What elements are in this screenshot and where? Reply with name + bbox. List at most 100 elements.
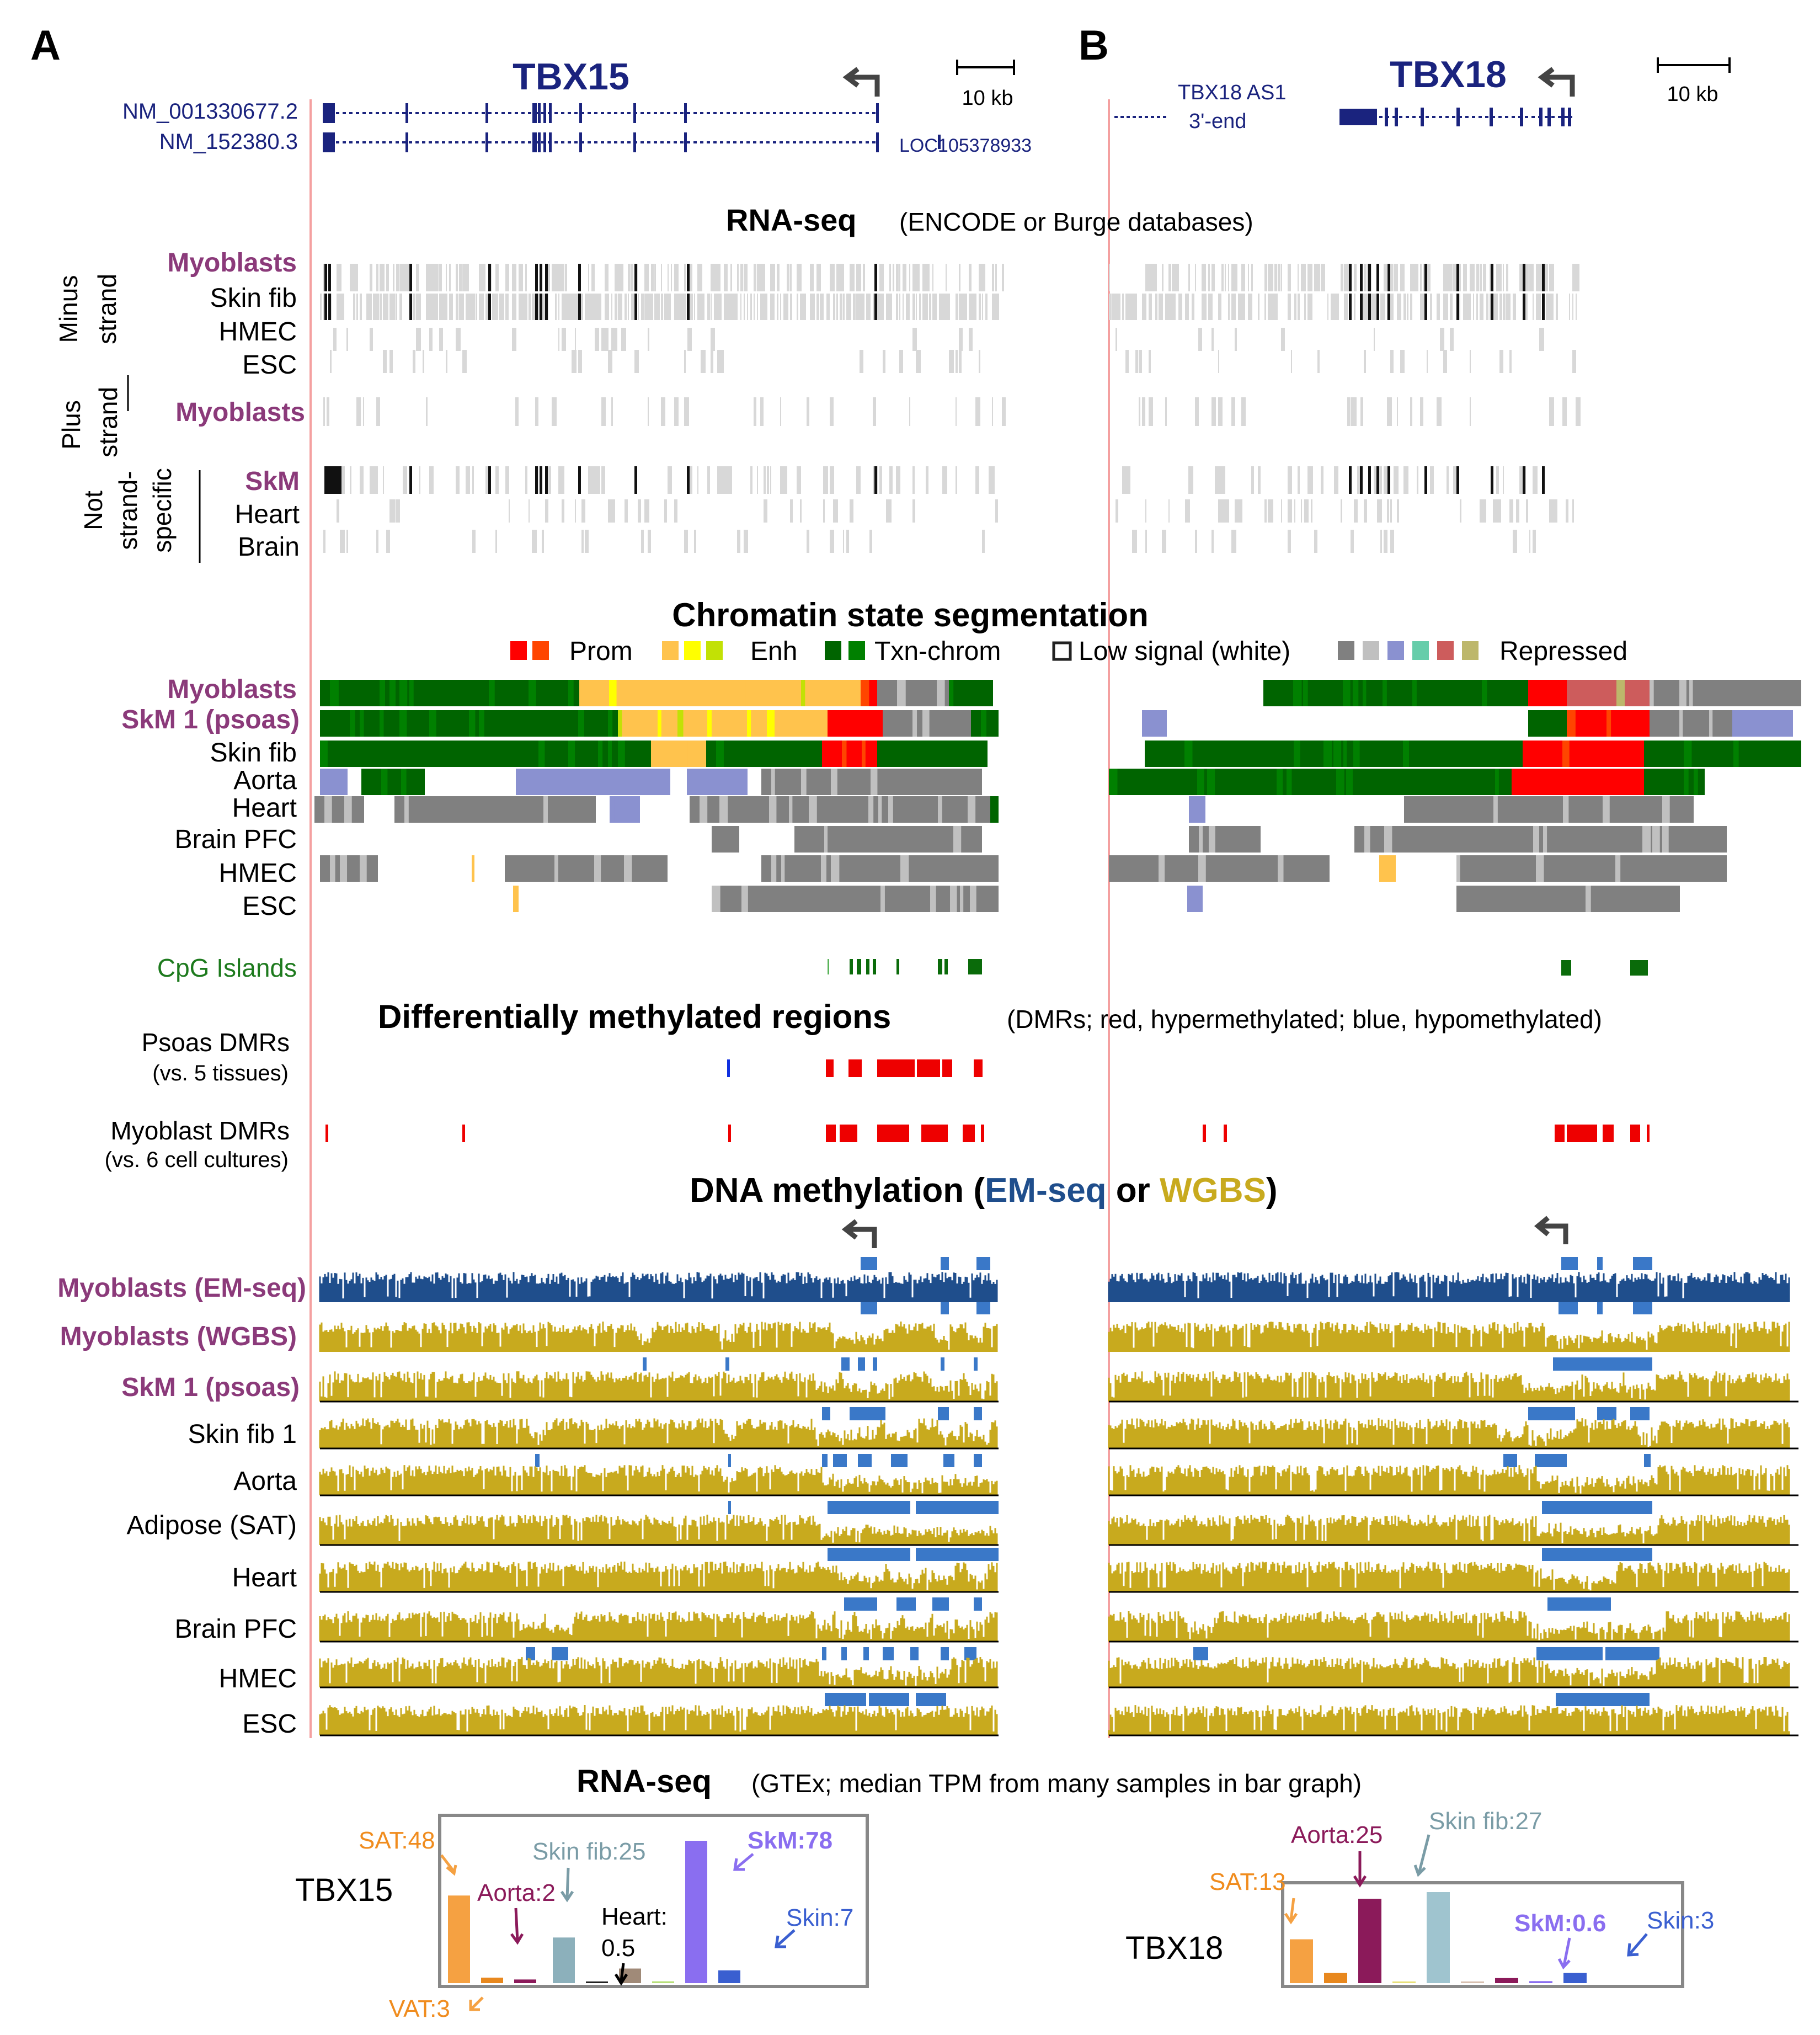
rnaseq-signal-block — [1159, 294, 1162, 320]
chromatin-state-segment — [340, 741, 346, 767]
rnaseq-signal-block — [346, 328, 348, 351]
chromatin-state-segment — [516, 769, 670, 795]
rnaseq-signal-block — [562, 264, 564, 291]
chromatin-state-segment — [747, 710, 751, 737]
rnaseq-signal-block — [320, 294, 322, 320]
rnaseq-signal-block — [1516, 499, 1519, 523]
chromatin-state-segment — [324, 796, 332, 823]
rnaseq-signal-block — [770, 264, 775, 291]
rnaseq-signal-block — [1231, 397, 1235, 426]
rnaseq-signal-block — [720, 294, 722, 320]
chromatin-state-segment — [1433, 741, 1437, 767]
rnaseq-signal-block — [1251, 466, 1254, 494]
chromatin-state-segment — [960, 886, 964, 912]
hypomethylated-block — [822, 1647, 826, 1660]
chromatin-state-segment — [1662, 826, 1669, 853]
rnaseq-signal-block — [1539, 328, 1544, 351]
rnaseq-signal-block — [701, 294, 704, 320]
rnaseq-signal-block — [757, 264, 760, 291]
rnaseq-signal-block — [1370, 294, 1374, 320]
rnaseq-signal-block — [1112, 294, 1116, 320]
gtex-bar-aorta — [1358, 1899, 1381, 1983]
hypomethylated-block — [1547, 1597, 1611, 1611]
rnaseq-signal-block — [780, 294, 781, 320]
chrom-label-myoblasts: Myoblasts — [167, 675, 297, 704]
chromatin-state-segment — [712, 886, 720, 912]
rnaseq-signal-block — [625, 499, 628, 523]
chromatin-state-segment — [1343, 680, 1351, 706]
rnaseq-signal-block — [1397, 294, 1401, 320]
hypomethylated-block — [858, 1454, 872, 1467]
rnaseq-signal-block — [1168, 264, 1171, 291]
rnaseq-signal-block — [747, 294, 748, 320]
chrom-label-skin-fib: Skin fib — [210, 738, 297, 768]
rnaseq-signal-block — [820, 294, 824, 320]
chromatin-state-segment — [1654, 769, 1658, 795]
chromatin-state-segment — [1209, 826, 1215, 853]
chromatin-state-segment — [819, 796, 823, 823]
rnaseq-signal-block — [426, 397, 428, 426]
rnaseq-signal-block — [1354, 264, 1357, 291]
rnaseq-signal-block — [343, 466, 344, 494]
transcript-1-exon — [323, 103, 335, 123]
rnaseq-signal-block — [1281, 328, 1285, 351]
gtex-b-gene-label: TBX18 — [1125, 1930, 1223, 1966]
rnaseq-signal-block — [1526, 264, 1529, 291]
rnaseq-signal-block — [535, 397, 538, 426]
chromatin-state-segment — [1412, 680, 1417, 706]
rnaseq-signal-block — [959, 328, 963, 351]
rnaseq-signal-block — [512, 294, 516, 320]
rnaseq-peak — [874, 264, 877, 291]
rnaseq-peak — [1368, 264, 1371, 291]
rnaseq-signal-block — [1354, 397, 1357, 426]
rnaseq-signal-block — [1132, 530, 1137, 553]
rnaseq-peak — [1360, 294, 1363, 320]
rnaseq-signal-block — [1291, 350, 1292, 373]
rnaseq-signal-block — [1341, 499, 1342, 523]
rnaseq-signal-block — [975, 294, 976, 320]
chromatin-state-segment — [1783, 741, 1791, 767]
rnaseq-signal-block — [1519, 264, 1524, 291]
rnaseq-signal-block — [1002, 397, 1006, 426]
rnaseq-signal-block — [555, 264, 559, 291]
rnaseq-signal-block — [1218, 466, 1223, 494]
rnaseq-signal-block — [899, 264, 900, 291]
rnaseq-signal-block — [651, 294, 653, 320]
rnaseq-signal-block — [674, 294, 677, 320]
rnaseq-signal-block — [833, 499, 838, 523]
rnaseq-signal-block — [505, 264, 509, 291]
rnaseq-signal-block — [1513, 530, 1517, 553]
rnaseq-signal-block — [1384, 530, 1387, 553]
rnaseq-signal-block — [989, 466, 992, 494]
rnaseq-signal-block — [886, 294, 890, 320]
chromatin-state-segment — [314, 796, 364, 823]
rnaseq-signal-block — [985, 294, 988, 320]
rnaseq-signal-block — [1572, 350, 1576, 373]
rnaseq-signal-block — [1364, 350, 1366, 373]
rnaseq-signal-block — [879, 264, 884, 291]
chromatin-state-segment — [535, 855, 543, 882]
chromatin-state-segment — [1485, 769, 1493, 795]
chromatin-state-segment — [1616, 680, 1625, 706]
rnaseq-signal-block — [1572, 499, 1574, 523]
chromatin-state-segment — [545, 855, 552, 882]
rnaseq-signal-block — [711, 328, 715, 351]
rnaseq-signal-block — [532, 530, 537, 553]
chromatin-state-segment — [1197, 769, 1204, 795]
rnaseq-peak — [1542, 466, 1545, 494]
rnaseq-signal-block — [1231, 264, 1236, 291]
rnaseq-signal-block — [1152, 264, 1157, 291]
rnaseq-signal-block — [1278, 264, 1280, 291]
rnaseq-signal-block — [1271, 294, 1274, 320]
rnaseq-signal-block — [1347, 264, 1350, 291]
chromatin-state-segment — [1506, 886, 1511, 912]
gtex-bar-other-3 — [1495, 1978, 1518, 1983]
rnaseq-signal-block — [889, 499, 892, 523]
rnaseq-signal-block — [558, 328, 559, 351]
gtex-bar-skin — [718, 1970, 740, 1983]
chromatin-state-segment — [900, 855, 909, 882]
rnaseq-signal-block — [631, 264, 633, 291]
hypomethylated-block — [932, 1597, 949, 1611]
rnaseq-signal-block — [701, 264, 702, 291]
chromatin-state-segment — [1552, 741, 1559, 767]
